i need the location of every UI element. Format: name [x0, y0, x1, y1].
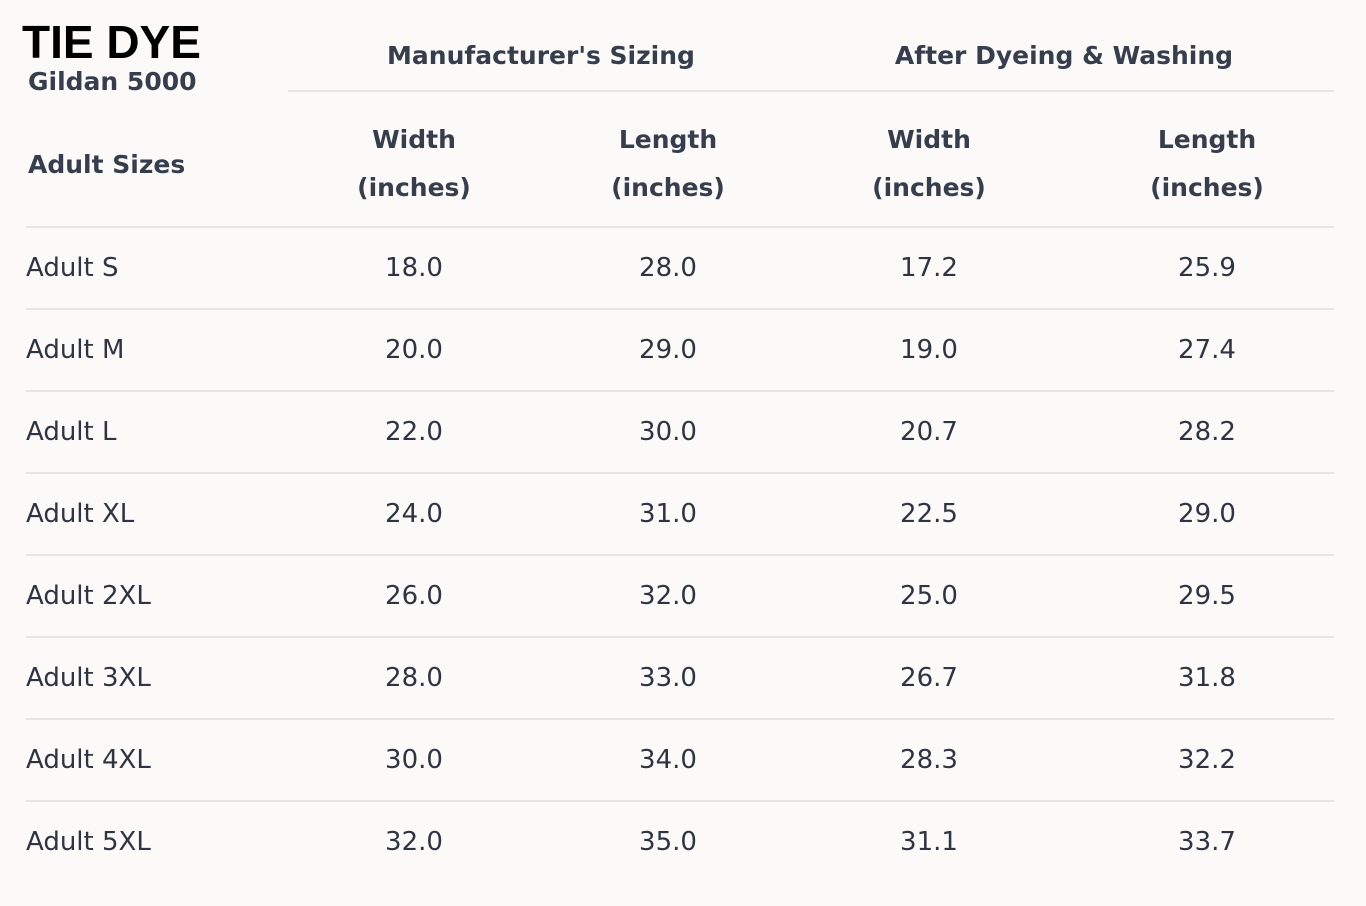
cell: 28.3 — [900, 745, 958, 775]
cell: 32.2 — [1178, 745, 1236, 775]
column-header-name: Length — [618, 125, 718, 154]
column-header-unit: (inches) — [357, 173, 471, 202]
column-header-unit: (inches) — [611, 173, 725, 202]
column-header-unit: (inches) — [1150, 173, 1264, 202]
row-divider — [26, 554, 1334, 556]
row-label: Adult 3XL — [26, 663, 151, 693]
column-header: Length (inches) — [1150, 116, 1264, 212]
group-header: Manufacturer's Sizing — [387, 41, 695, 70]
row-label: Adult L — [26, 417, 117, 447]
group-header: After Dyeing & Washing — [894, 41, 1234, 70]
cell: 33.0 — [639, 663, 697, 693]
cell: 18.0 — [385, 253, 443, 283]
cell: 20.0 — [385, 335, 443, 365]
row-label: Adult S — [26, 253, 119, 283]
row-label: Adult 4XL — [26, 745, 151, 775]
cell: 31.1 — [900, 827, 958, 857]
title: TIE DYE — [22, 16, 201, 68]
row-label: Adult XL — [26, 499, 135, 529]
row-label: Adult 5XL — [26, 827, 151, 857]
subtitle: Gildan 5000 — [28, 67, 197, 96]
cell: 31.0 — [639, 499, 697, 529]
divider — [288, 90, 1334, 92]
cell: 20.7 — [900, 417, 958, 447]
cell: 33.7 — [1178, 827, 1236, 857]
row-divider — [26, 226, 1334, 228]
column-header: Width (inches) — [357, 116, 471, 212]
row-divider — [26, 472, 1334, 474]
row-divider — [26, 636, 1334, 638]
cell: 28.2 — [1178, 417, 1236, 447]
column-header: Length (inches) — [611, 116, 725, 212]
cell: 30.0 — [639, 417, 697, 447]
column-header-name: Length — [1157, 125, 1257, 154]
cell: 17.2 — [900, 253, 958, 283]
cell: 28.0 — [385, 663, 443, 693]
column-header: Width (inches) — [872, 116, 986, 212]
row-divider — [26, 800, 1334, 802]
cell: 29.0 — [1178, 499, 1236, 529]
cell: 32.0 — [639, 581, 697, 611]
cell: 28.0 — [639, 253, 697, 283]
row-divider — [26, 718, 1334, 720]
cell: 30.0 — [385, 745, 443, 775]
cell: 35.0 — [639, 827, 697, 857]
cell: 25.9 — [1178, 253, 1236, 283]
cell: 32.0 — [385, 827, 443, 857]
cell: 31.8 — [1178, 663, 1236, 693]
cell: 29.0 — [639, 335, 697, 365]
column-header: Adult Sizes — [28, 150, 186, 179]
cell: 34.0 — [639, 745, 697, 775]
cell: 27.4 — [1178, 335, 1236, 365]
cell: 19.0 — [900, 335, 958, 365]
column-header-name: Width — [372, 125, 456, 154]
column-header-unit: (inches) — [872, 173, 986, 202]
cell: 29.5 — [1178, 581, 1236, 611]
row-divider — [26, 308, 1334, 310]
cell: 22.0 — [385, 417, 443, 447]
column-header-name: Width — [887, 125, 971, 154]
cell: 25.0 — [900, 581, 958, 611]
row-label: Adult M — [26, 335, 125, 365]
row-label: Adult 2XL — [26, 581, 151, 611]
cell: 26.0 — [385, 581, 443, 611]
row-divider — [26, 390, 1334, 392]
cell: 24.0 — [385, 499, 443, 529]
cell: 26.7 — [900, 663, 958, 693]
cell: 22.5 — [900, 499, 958, 529]
